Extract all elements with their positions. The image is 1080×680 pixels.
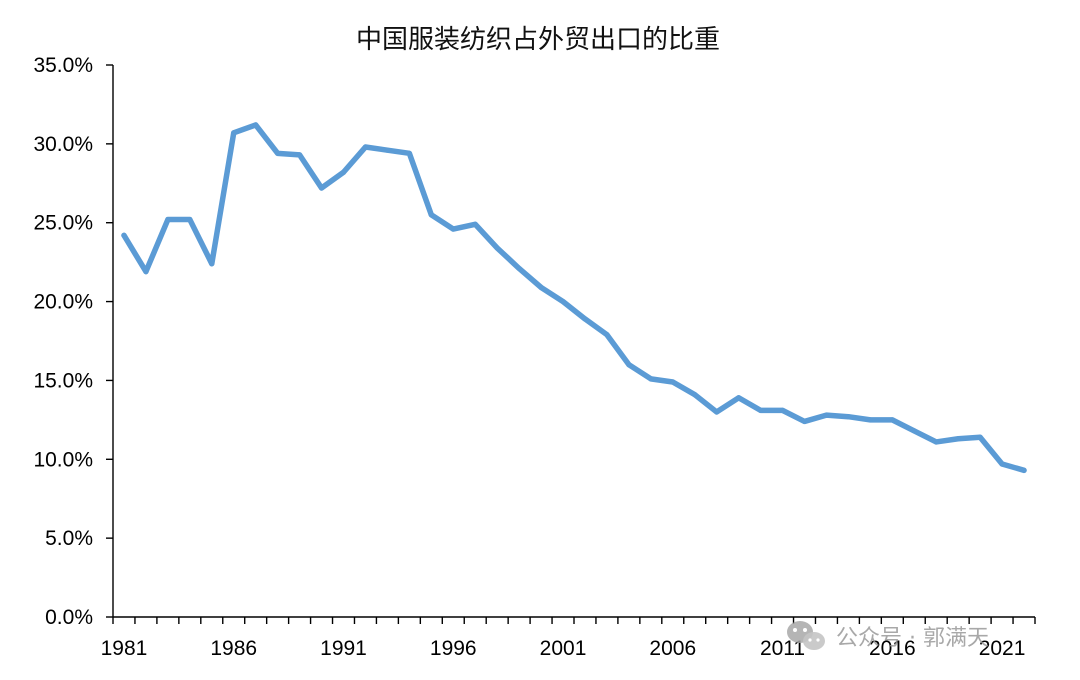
- data-point: [253, 122, 259, 128]
- data-point: [779, 407, 786, 413]
- data-point: [318, 185, 325, 191]
- data-point: [494, 245, 500, 251]
- series-line-0: [121, 122, 1027, 474]
- y-tick-label: 0.0%: [45, 606, 93, 629]
- y-tick-label: 30.0%: [33, 133, 93, 156]
- data-point: [801, 418, 808, 425]
- x-tick-label: 2021: [979, 637, 1026, 660]
- data-point: [933, 439, 939, 445]
- data-point: [560, 298, 566, 305]
- x-tick-label: 1996: [430, 637, 477, 660]
- data-point: [450, 226, 456, 232]
- y-tick-label: 20.0%: [33, 291, 93, 314]
- data-point: [626, 362, 632, 368]
- x-tick-label: 2016: [869, 637, 916, 660]
- data-point: [538, 284, 544, 290]
- data-point: [275, 150, 281, 156]
- wechat-icon: [787, 621, 825, 650]
- x-tick-label: 2006: [649, 637, 696, 660]
- data-point: [670, 379, 676, 385]
- x-tick-label: 2011: [760, 637, 805, 660]
- data-point: [406, 150, 412, 156]
- data-point: [889, 417, 895, 423]
- data-point: [1021, 467, 1027, 473]
- x-tick-label: 1986: [210, 637, 257, 660]
- series-layer: [121, 122, 1027, 474]
- y-tick-label: 25.0%: [33, 212, 93, 235]
- watermark: 公众号 · 郭满天: [787, 621, 989, 651]
- data-point: [209, 261, 215, 267]
- data-point: [867, 417, 873, 423]
- data-point: [296, 152, 303, 158]
- data-point: [604, 332, 610, 338]
- y-tick-label: 35.0%: [33, 54, 93, 77]
- x-tick-label: 1991: [320, 637, 367, 660]
- data-point: [845, 414, 852, 420]
- data-point: [340, 169, 347, 175]
- data-point: [384, 147, 391, 153]
- data-point: [187, 216, 193, 223]
- data-point: [999, 461, 1005, 467]
- y-tick-label: 10.0%: [33, 448, 93, 471]
- x-tick-label: 1981: [101, 637, 148, 660]
- data-point: [736, 395, 742, 401]
- data-point: [428, 212, 434, 218]
- data-point: [362, 144, 369, 150]
- data-point: [911, 428, 917, 434]
- x-axis: 1981 1986 1991 1996 2001 2006 2011 2016 2021: [101, 616, 1036, 660]
- y-axis: 0.0% 5.0% 10.0% 15.0% 20.0% 25.0% 30.0% 35.0%: [33, 54, 114, 629]
- data-point: [648, 376, 654, 382]
- data-point: [823, 412, 830, 418]
- y-tick-label: 15.0%: [33, 369, 93, 392]
- data-point: [714, 409, 720, 415]
- data-point: [165, 216, 171, 223]
- data-point: [143, 269, 149, 275]
- y-tick-label: 5.0%: [45, 527, 93, 550]
- data-point: [472, 221, 478, 227]
- watermark-text: 公众号 · 郭满天: [836, 626, 989, 651]
- x-tick-label: 2001: [540, 637, 587, 660]
- data-point: [231, 130, 237, 136]
- data-point: [757, 407, 764, 413]
- data-point: [582, 316, 588, 322]
- data-point: [692, 392, 698, 398]
- data-point: [121, 232, 127, 238]
- data-point: [955, 436, 961, 442]
- chart-title: 中国服装纺织占外贸出口的比重: [356, 25, 720, 55]
- data-point: [516, 265, 522, 272]
- data-point: [977, 434, 983, 440]
